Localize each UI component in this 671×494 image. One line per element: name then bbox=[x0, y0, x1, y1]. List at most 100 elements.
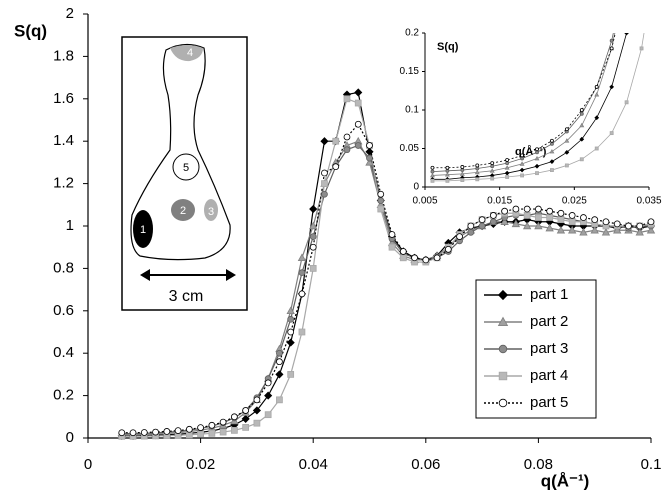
marker bbox=[594, 115, 600, 121]
marker bbox=[519, 167, 525, 173]
marker bbox=[219, 418, 227, 426]
marker bbox=[534, 163, 540, 169]
marker bbox=[535, 150, 539, 155]
marker bbox=[594, 146, 599, 151]
inset: S(q) q(Å⁻¹) 0.005 0.015 0.025 0.03500.050.1… bbox=[400, 28, 662, 207]
marker bbox=[579, 157, 584, 162]
marker bbox=[460, 168, 465, 172]
marker bbox=[520, 156, 524, 161]
marker bbox=[197, 424, 204, 431]
marker bbox=[287, 315, 295, 323]
y-tick-label: 1.8 bbox=[53, 47, 74, 64]
marker bbox=[520, 173, 524, 178]
marker bbox=[505, 161, 510, 166]
marker bbox=[309, 233, 317, 240]
marker bbox=[320, 137, 329, 146]
legend-label: part 2 bbox=[530, 313, 568, 330]
marker bbox=[609, 131, 614, 136]
marker bbox=[635, 228, 644, 236]
marker bbox=[564, 149, 570, 155]
x-tick-label: 0.005 bbox=[412, 196, 437, 207]
marker bbox=[377, 190, 385, 198]
marker bbox=[602, 218, 610, 226]
x-tick-label: 0.015 bbox=[487, 196, 512, 207]
marker bbox=[444, 245, 452, 253]
marker bbox=[550, 168, 554, 172]
y-tick-label: 0.2 bbox=[53, 387, 74, 404]
marker bbox=[557, 209, 565, 217]
marker bbox=[276, 396, 283, 404]
marker bbox=[591, 216, 599, 224]
marker bbox=[208, 429, 216, 437]
marker bbox=[490, 164, 495, 169]
marker bbox=[208, 421, 216, 429]
marker bbox=[568, 212, 576, 219]
marker bbox=[377, 197, 385, 204]
x-tick-label: 0.02 bbox=[186, 456, 215, 473]
marker bbox=[474, 169, 480, 175]
marker bbox=[253, 419, 261, 427]
scale-label: 3 cm bbox=[169, 288, 204, 305]
marker bbox=[546, 207, 554, 215]
marker bbox=[501, 207, 508, 215]
marker bbox=[354, 88, 363, 97]
marker bbox=[264, 379, 272, 387]
marker bbox=[535, 214, 542, 221]
region-label: 3 bbox=[208, 206, 214, 218]
marker bbox=[445, 165, 450, 170]
marker bbox=[287, 328, 295, 336]
x-tick-label: 0.04 bbox=[299, 456, 328, 473]
y-tick-label: 0.1 bbox=[405, 105, 419, 116]
marker bbox=[594, 91, 600, 97]
marker bbox=[498, 398, 508, 408]
x-tick-label: 0.025 bbox=[562, 196, 587, 207]
region-label: 1 bbox=[140, 224, 146, 236]
marker bbox=[185, 425, 193, 433]
marker bbox=[343, 146, 351, 154]
marker bbox=[549, 148, 555, 154]
marker bbox=[535, 147, 539, 152]
marker bbox=[365, 158, 374, 166]
legend: part 1 part 2 part 3 part 4 part 5 bbox=[475, 279, 597, 419]
marker bbox=[512, 205, 520, 213]
series-line bbox=[432, 33, 628, 180]
marker bbox=[388, 231, 396, 238]
inset-background bbox=[425, 33, 649, 187]
marker bbox=[556, 225, 566, 234]
marker bbox=[444, 172, 450, 177]
marker bbox=[460, 165, 465, 169]
marker bbox=[504, 165, 510, 170]
marker bbox=[445, 178, 450, 183]
marker bbox=[478, 222, 486, 230]
marker bbox=[422, 256, 430, 264]
marker bbox=[523, 205, 531, 213]
marker bbox=[545, 223, 554, 232]
marker bbox=[219, 428, 227, 436]
marker bbox=[579, 228, 588, 236]
marker bbox=[332, 163, 340, 171]
y-tick-label: 0.15 bbox=[400, 66, 420, 77]
x-tick-label: 0.1 bbox=[641, 456, 662, 473]
marker bbox=[298, 269, 306, 277]
marker bbox=[522, 221, 532, 230]
marker bbox=[609, 84, 615, 90]
marker bbox=[459, 171, 465, 176]
marker bbox=[534, 155, 540, 161]
marker bbox=[475, 163, 480, 168]
marker bbox=[298, 328, 306, 336]
marker bbox=[286, 338, 295, 347]
marker bbox=[646, 225, 656, 234]
marker bbox=[535, 171, 539, 176]
marker bbox=[129, 429, 137, 437]
marker bbox=[475, 177, 480, 182]
marker bbox=[276, 358, 283, 366]
marker bbox=[564, 127, 569, 132]
marker bbox=[489, 168, 495, 173]
marker bbox=[429, 172, 435, 178]
data-layer bbox=[429, 33, 645, 183]
marker bbox=[264, 391, 273, 400]
y-tick-label: 0.8 bbox=[53, 259, 74, 276]
y-tick-label: 0 bbox=[66, 429, 74, 446]
marker bbox=[430, 165, 435, 170]
marker bbox=[343, 133, 351, 141]
